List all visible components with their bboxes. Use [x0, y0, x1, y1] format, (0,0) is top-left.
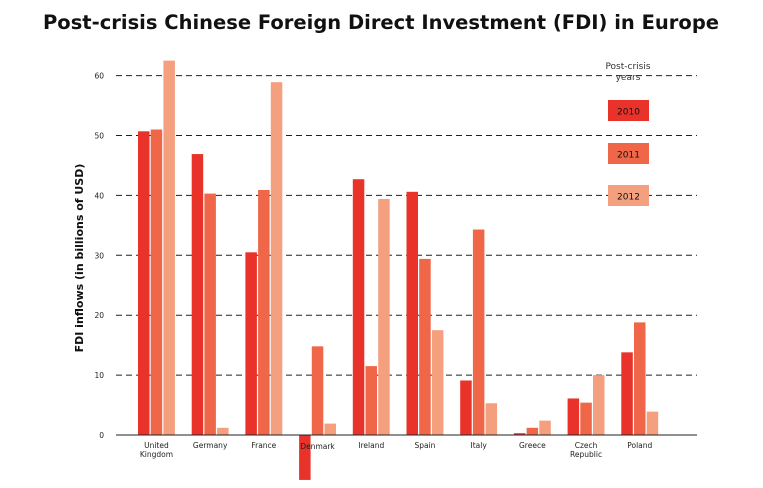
chart-title: Post-crisis Chinese Foreign Direct Inves…	[43, 11, 719, 34]
bar-2011	[580, 402, 592, 435]
y-tick-label: 0	[99, 431, 104, 440]
bar-2012	[431, 330, 444, 435]
bar-2012	[270, 82, 283, 436]
bar-2010	[513, 433, 526, 435]
bar-2011	[258, 190, 270, 435]
y-tick-label: 60	[94, 72, 104, 81]
bar-2012	[324, 423, 336, 435]
x-tick-label: Greece	[519, 441, 546, 450]
x-tick-label: Italy	[471, 441, 488, 450]
x-tick-label: France	[251, 441, 276, 450]
legend-swatch-2011	[608, 143, 649, 164]
legend-label: 2012	[617, 193, 640, 203]
bar-2011	[150, 129, 163, 435]
y-axis-ticks: 0 10 20 30 40 50 60	[94, 72, 104, 440]
bar-2011	[419, 258, 431, 435]
x-tick-label: Ireland	[358, 441, 384, 450]
bar-2011	[311, 346, 324, 435]
bar-2011	[472, 229, 485, 435]
bar-2010	[567, 398, 580, 435]
bar-2010	[460, 380, 472, 435]
legend-title: Post-crisis	[605, 62, 650, 72]
x-tick-label: Poland	[627, 441, 652, 450]
y-tick-label: 10	[94, 371, 104, 380]
y-tick-label: 30	[94, 251, 104, 260]
bar-2012	[378, 198, 390, 435]
bar-2010	[245, 252, 257, 435]
bar-2010	[299, 435, 311, 480]
bar-2010	[406, 191, 418, 435]
bar-2012	[163, 60, 175, 435]
bar-2012	[539, 420, 551, 435]
x-tick-label: Republic	[570, 450, 602, 459]
y-axis-label: FDI inflows (in billions of USD)	[73, 164, 86, 353]
bar-2012	[646, 411, 659, 435]
x-tick-label: Germany	[193, 441, 228, 450]
bar-2012	[593, 375, 605, 435]
bar-2011	[204, 193, 216, 435]
bar-2010	[138, 131, 150, 435]
x-tick-label: Kingdom	[140, 450, 173, 459]
bar-2012	[217, 427, 229, 435]
x-tick-label: United	[144, 441, 169, 450]
bar-2011	[634, 322, 646, 435]
legend-label: 2011	[617, 151, 640, 161]
x-tick-label: Czech	[575, 441, 598, 450]
legend-swatch-2010	[608, 100, 649, 121]
bar-2012	[485, 403, 498, 435]
bar-2010	[191, 154, 204, 435]
bar-2011	[365, 366, 377, 435]
legend-title: years	[616, 73, 641, 83]
x-tick-label: Spain	[414, 441, 435, 450]
bar-2011	[526, 427, 539, 435]
legend-swatch-2012	[608, 185, 649, 206]
y-tick-label: 40	[94, 191, 104, 200]
bar-2010	[621, 352, 633, 435]
bar-2010	[352, 179, 365, 435]
x-tick-label: Denmark	[300, 442, 335, 451]
y-tick-label: 50	[94, 132, 104, 141]
legend-label: 2010	[617, 108, 640, 118]
y-tick-label: 20	[94, 311, 104, 320]
bars	[138, 60, 659, 480]
